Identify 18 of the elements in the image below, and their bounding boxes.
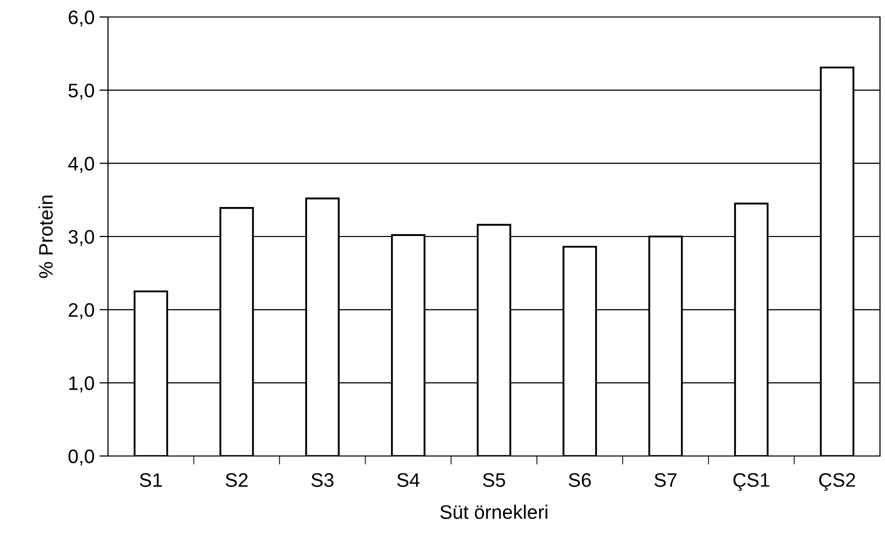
y-tick-label: 3,0 — [68, 230, 94, 246]
y-tick-label: 1,0 — [69, 376, 94, 392]
y-tick-label: 5,0 — [68, 84, 94, 100]
x-tick-label: ÇS2 — [819, 473, 856, 491]
x-tick-label: S7 — [654, 473, 676, 487]
x-tick-label: S1 — [140, 473, 162, 487]
x-tick-label: S6 — [568, 473, 591, 487]
y-tick-label: 6,0 — [68, 10, 94, 27]
y-tick-label: 2,0 — [68, 303, 94, 320]
x-tick-label: S5 — [482, 473, 506, 487]
y-tick-label: 0,0 — [68, 449, 94, 466]
x-tick-label: S3 — [311, 473, 334, 487]
x-tick-label: S4 — [397, 473, 420, 487]
x-tick-label: ÇS1 — [733, 473, 770, 491]
y-axis-title: % Protein — [38, 196, 53, 278]
x-tick-label: S2 — [226, 473, 248, 487]
x-axis-title: Süt örnekleri — [440, 504, 548, 519]
y-tick-label: 4,0 — [68, 156, 94, 173]
